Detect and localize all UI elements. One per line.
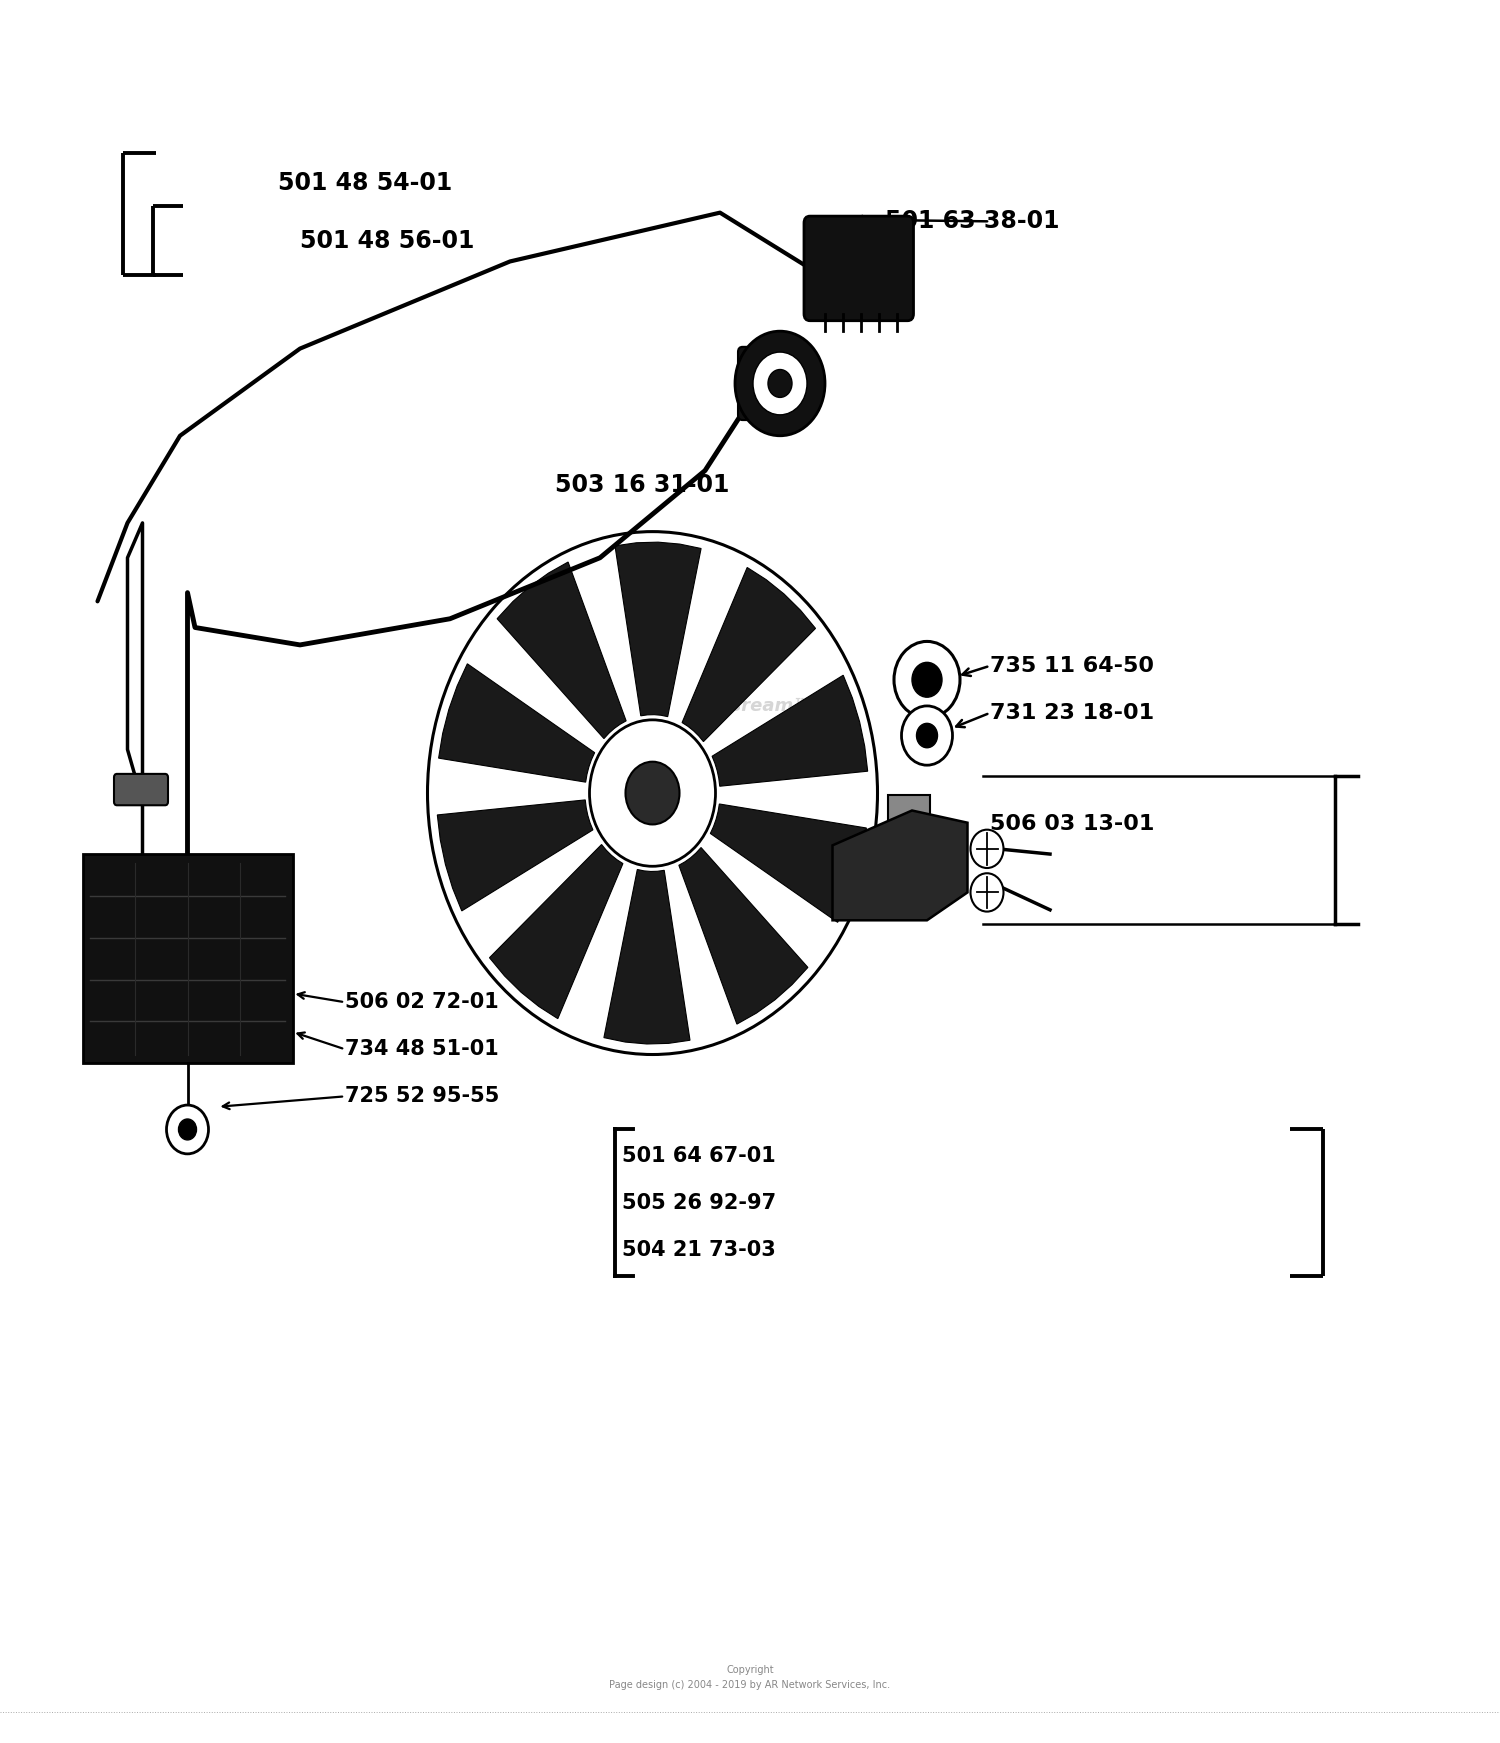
Polygon shape bbox=[489, 845, 622, 1018]
Circle shape bbox=[590, 720, 716, 866]
Circle shape bbox=[916, 723, 938, 748]
Text: Page design (c) 2004 - 2019 by AR Network Services, Inc.: Page design (c) 2004 - 2019 by AR Networ… bbox=[609, 1680, 891, 1691]
Text: 501 48 54-01: 501 48 54-01 bbox=[278, 171, 452, 195]
Text: 504 21 73-03: 504 21 73-03 bbox=[622, 1239, 777, 1260]
Polygon shape bbox=[438, 800, 592, 912]
Text: 734 48 51-01: 734 48 51-01 bbox=[345, 1039, 498, 1060]
Circle shape bbox=[735, 331, 825, 436]
Circle shape bbox=[970, 830, 1004, 868]
Circle shape bbox=[902, 706, 952, 765]
Circle shape bbox=[768, 370, 792, 397]
Polygon shape bbox=[438, 664, 594, 783]
Circle shape bbox=[912, 662, 942, 697]
Polygon shape bbox=[712, 675, 867, 786]
FancyBboxPatch shape bbox=[738, 347, 784, 420]
Polygon shape bbox=[604, 870, 690, 1044]
FancyBboxPatch shape bbox=[888, 795, 930, 823]
Circle shape bbox=[427, 532, 878, 1055]
Text: 735 11 64-50: 735 11 64-50 bbox=[990, 655, 1154, 676]
Circle shape bbox=[166, 1105, 208, 1154]
Polygon shape bbox=[615, 542, 701, 716]
Circle shape bbox=[626, 762, 680, 824]
Text: 506 02 72-01: 506 02 72-01 bbox=[345, 992, 498, 1013]
Text: 503 16 31-01: 503 16 31-01 bbox=[555, 472, 729, 497]
FancyBboxPatch shape bbox=[82, 854, 292, 1063]
Polygon shape bbox=[833, 810, 968, 920]
Circle shape bbox=[753, 352, 807, 415]
Text: 731 23 18-01: 731 23 18-01 bbox=[990, 702, 1154, 723]
FancyBboxPatch shape bbox=[114, 774, 168, 805]
Text: 501 63 38-01: 501 63 38-01 bbox=[885, 209, 1059, 234]
Text: 505 26 92-97: 505 26 92-97 bbox=[622, 1192, 777, 1213]
Polygon shape bbox=[496, 561, 626, 739]
Text: 501 48 56-01: 501 48 56-01 bbox=[300, 228, 474, 253]
Polygon shape bbox=[711, 804, 867, 922]
Text: 725 52 95-55: 725 52 95-55 bbox=[345, 1086, 500, 1107]
Text: 501 64 67-01: 501 64 67-01 bbox=[622, 1145, 777, 1166]
FancyBboxPatch shape bbox=[804, 216, 913, 321]
Text: Copyright: Copyright bbox=[726, 1665, 774, 1675]
Circle shape bbox=[970, 873, 1004, 912]
Text: 506 03 13-01: 506 03 13-01 bbox=[990, 814, 1155, 835]
Circle shape bbox=[178, 1119, 196, 1140]
Circle shape bbox=[894, 641, 960, 718]
Polygon shape bbox=[680, 847, 808, 1025]
Text: partsream™: partsream™ bbox=[688, 697, 812, 715]
Polygon shape bbox=[682, 568, 816, 741]
